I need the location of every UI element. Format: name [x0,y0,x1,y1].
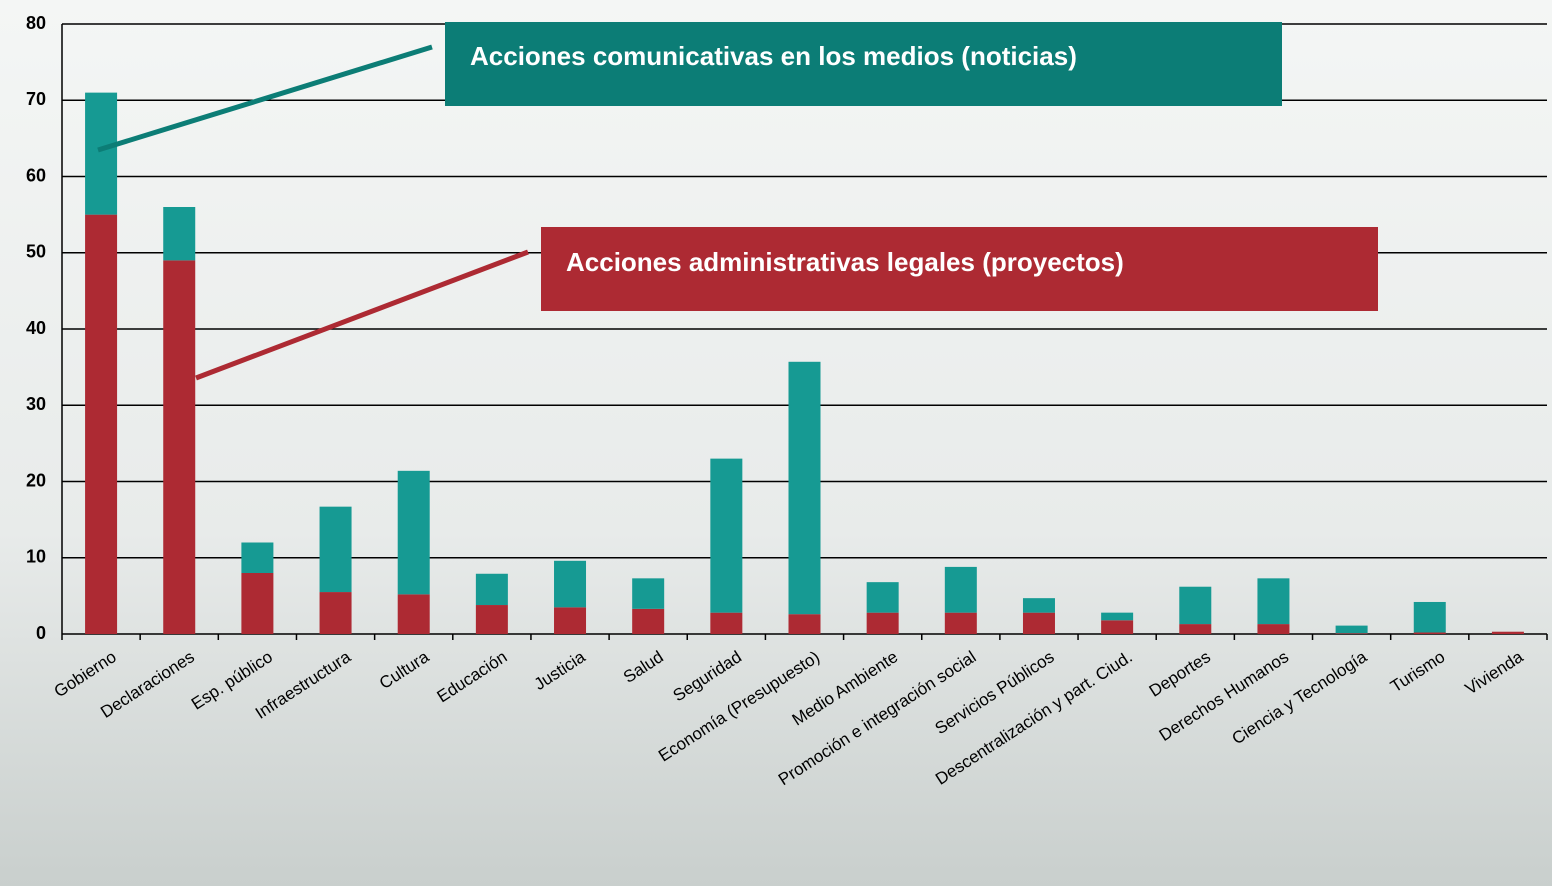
bar-segment [632,578,665,609]
bar-segment [397,470,430,595]
bar-segment [1022,598,1055,613]
bar-segment [710,612,743,634]
bar-segment [710,458,743,613]
bar-segment [554,607,587,634]
bar-segment [1101,612,1134,621]
bar-segment [163,207,196,261]
bar-segment [1022,612,1055,634]
bar-segment [554,560,587,608]
bar-segment [397,594,430,634]
bar-segment [1179,624,1212,634]
bar-segment [1491,631,1524,634]
bar-segment [788,614,821,634]
bar-segment [1335,625,1368,634]
bar-segment [1257,624,1290,634]
bar-segment [475,573,508,606]
bar-segment [788,361,821,615]
bar-segment [944,566,977,613]
bar-segment [85,92,118,215]
y-tick-label: 80 [26,13,46,33]
bar-segment [1413,632,1446,634]
bar-segment [1101,620,1134,634]
callout-line [195,249,529,381]
bar-segment [85,214,118,634]
y-tick-label: 50 [26,242,46,262]
legend-box [541,227,1378,311]
legend-label: Acciones administrativas legales (proyec… [566,247,1124,277]
y-tick-label: 30 [26,394,46,414]
bar-segment [1413,601,1446,633]
bar-segment [319,506,352,593]
y-tick-label: 0 [36,623,46,643]
callout-line [97,44,433,153]
y-tick-label: 70 [26,89,46,109]
bar-segment [866,582,899,613]
bar-segment [241,542,274,573]
legend-label: Acciones comunicativas en los medios (no… [470,41,1077,71]
bar-segment [475,605,508,634]
y-tick-label: 20 [26,470,46,490]
bar-segment [1335,633,1368,634]
bar-segment [1179,586,1212,625]
y-tick-label: 40 [26,318,46,338]
bar-segment [944,612,977,634]
y-tick-label: 10 [26,547,46,567]
bar-segment [319,592,352,634]
bar-segment [1257,578,1290,625]
y-tick-label: 60 [26,165,46,185]
bar-segment [632,608,665,634]
bar-segment [241,573,274,634]
bar-segment [163,260,196,634]
bar-segment [866,612,899,634]
legend-box [445,22,1282,106]
